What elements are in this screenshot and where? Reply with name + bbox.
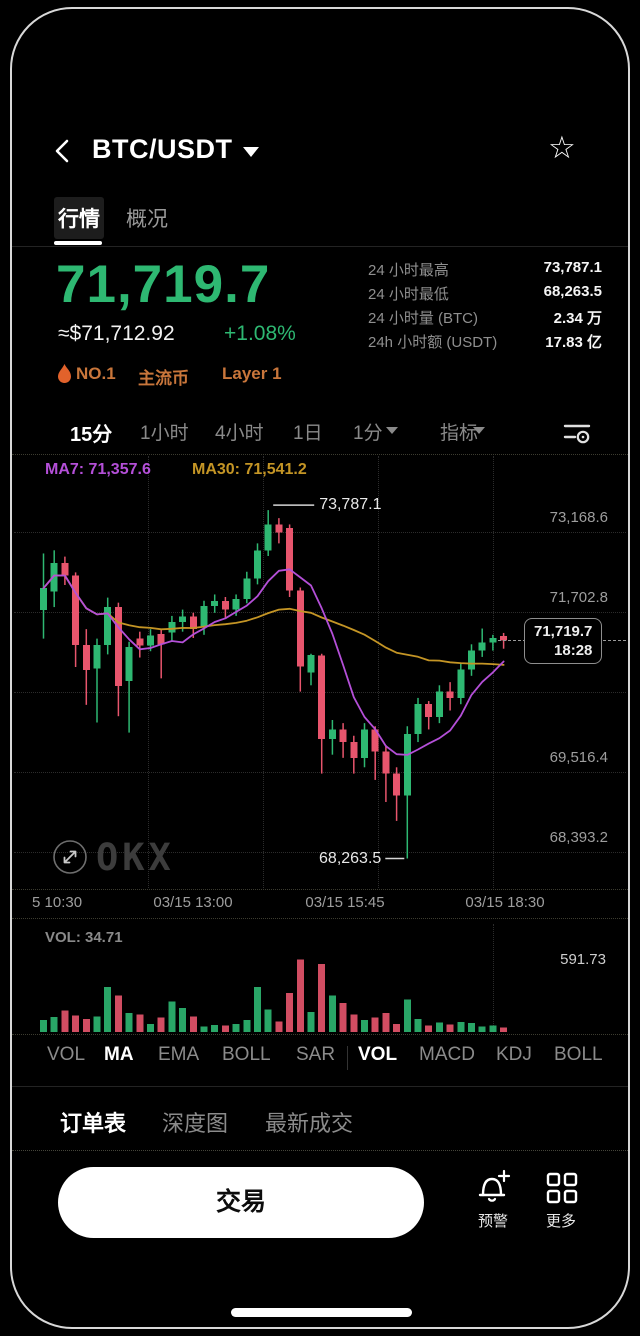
y-axis-label: 73,168.6 (549, 509, 608, 526)
last-price: 71,719.7 (56, 255, 271, 314)
caret-down-icon[interactable] (386, 427, 398, 434)
price-change: +1.08% (224, 322, 296, 345)
tab-trades[interactable]: 最新成交 (265, 1111, 354, 1136)
gridline (14, 692, 626, 693)
gridline (263, 456, 264, 888)
y-axis-label: 69,516.4 (549, 749, 608, 766)
indicator-tab-vol-0[interactable]: VOL (47, 1044, 86, 1065)
timeframe-divider (12, 454, 628, 455)
x-axis-label: 03/15 15:45 (305, 894, 385, 911)
home-indicator (231, 1308, 412, 1317)
x-axis-label: 03/15 18:30 (465, 894, 545, 911)
stat-value: 68,263.5 (543, 283, 602, 300)
indicator-tab-boll-3[interactable]: BOLL (222, 1044, 271, 1065)
ma7-legend: MA7: 71,357.6 (45, 461, 151, 478)
caret-down-icon[interactable] (473, 427, 485, 434)
stat-label: 24h 小时额 (USDT) (368, 334, 498, 351)
timeframe-1小时[interactable]: 1小时 (140, 423, 189, 444)
price-alert-button[interactable] (474, 1168, 512, 1206)
indicator-tab-ma-1[interactable]: MA (104, 1044, 134, 1065)
token-badge[interactable]: Layer 1 (222, 364, 282, 383)
timeframe-4小时[interactable]: 4小时 (215, 423, 264, 444)
low-annotation: 68,263.5 (319, 849, 382, 867)
flame-icon (57, 364, 72, 384)
orderbook-divider (12, 1150, 628, 1151)
alert-label: 预警 (477, 1213, 508, 1230)
gridline (14, 772, 626, 773)
indicator-tab-sar-4[interactable]: SAR (296, 1044, 336, 1065)
gridline (493, 456, 494, 888)
more-button[interactable] (546, 1172, 578, 1204)
tab-depth[interactable]: 深度图 (162, 1111, 229, 1136)
active-tab-underline (54, 241, 102, 245)
okx-watermark: OKX (96, 836, 175, 879)
tab-overview[interactable]: 概况 (126, 208, 168, 231)
stat-value: 73,787.1 (543, 259, 602, 276)
stat-value: 2.34 万 (553, 310, 602, 327)
timeframe-1分[interactable]: 1分 (353, 423, 383, 444)
tag-price: 71,719.7 (534, 622, 593, 640)
expand-arrows-icon (53, 840, 87, 874)
indicator-divider (12, 1086, 628, 1087)
indicator-settings-icon (563, 424, 591, 444)
gridline (14, 532, 626, 533)
tag-time: 18:28 (554, 641, 593, 659)
gridline (14, 852, 626, 853)
tab-orderbook[interactable]: 订单表 (60, 1111, 127, 1136)
gridline (493, 924, 494, 1032)
x-axis-label: 03/15 13:00 (153, 894, 233, 911)
high-annotation: 73,787.1 (319, 496, 382, 514)
gridline (378, 456, 379, 888)
trade-button[interactable]: 交易 (58, 1167, 424, 1238)
volume-label: VOL: 34.71 (45, 929, 123, 946)
fiat-price: ≈$71,712.92 (58, 322, 175, 345)
indicator-tab-ema-2[interactable]: EMA (158, 1044, 200, 1065)
stat-label: 24 小时最低 (368, 286, 449, 303)
volume-bottom-divider (12, 1034, 628, 1035)
more-label: 更多 (545, 1213, 576, 1230)
indicator-tab-vol-5[interactable]: VOL (358, 1044, 398, 1065)
bell-plus-icon (478, 1169, 511, 1202)
timeframe-1日[interactable]: 1日 (293, 423, 323, 444)
y-axis-label: 71,702.8 (549, 589, 608, 606)
token-badge[interactable]: NO.1 (76, 364, 116, 383)
gridline (148, 456, 149, 888)
pair-dropdown-caret-icon[interactable] (243, 147, 259, 157)
timeframe-指标[interactable]: 指标 (440, 423, 479, 444)
indicator-tab-kdj-7[interactable]: KDJ (496, 1044, 532, 1065)
chart-settings-button[interactable] (563, 420, 591, 444)
back-button[interactable] (52, 138, 72, 164)
tab-quotes[interactable]: 行情 (54, 197, 104, 239)
pair-title[interactable]: BTC/USDT (92, 134, 233, 164)
current-price-tag: 71,719.7 18:28 (524, 617, 603, 664)
stat-value: 17.83 亿 (545, 334, 602, 351)
timeframe-15分[interactable]: 15分 (70, 424, 113, 446)
volume-max-label: 591.73 (560, 951, 606, 968)
stat-label: 24 小时量 (BTC) (368, 310, 479, 327)
token-badge[interactable]: 主流币 (138, 369, 189, 388)
gridline (14, 612, 626, 613)
stat-label: 24 小时最高 (368, 262, 449, 279)
ma30-legend: MA30: 71,541.2 (192, 461, 307, 478)
x-axis-label: 5 10:30 (32, 894, 83, 911)
indicator-tab-macd-6[interactable]: MACD (419, 1044, 475, 1065)
chart-bottom-divider (12, 889, 628, 890)
indicator-group-separator (347, 1046, 348, 1070)
chart-expand-button[interactable] (52, 839, 88, 875)
y-axis-label: 68,393.2 (549, 829, 608, 846)
indicator-tab-boll-8[interactable]: BOLL (554, 1044, 603, 1065)
back-chevron-icon (55, 139, 69, 163)
favorite-star-icon[interactable]: ☆ (548, 130, 576, 165)
xaxis-divider (12, 918, 628, 919)
header-divider (12, 246, 628, 247)
grid-more-icon (546, 1172, 578, 1204)
